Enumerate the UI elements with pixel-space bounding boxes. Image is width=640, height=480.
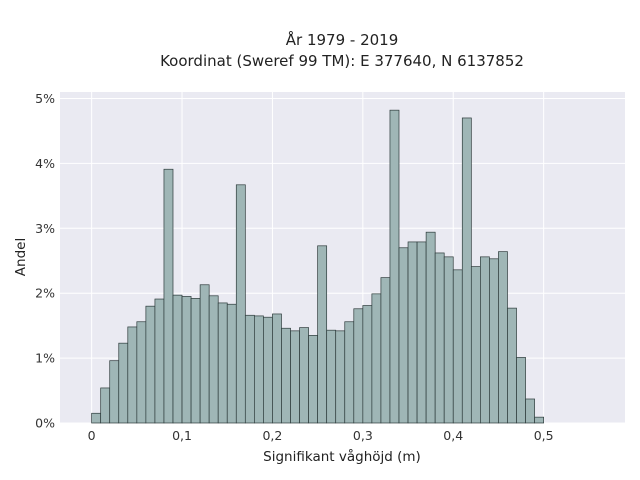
histogram-bar	[154, 298, 165, 424]
histogram-bar	[244, 314, 255, 424]
histogram-bar	[507, 307, 517, 424]
histogram-bar	[208, 295, 219, 424]
histogram-bar	[389, 109, 400, 424]
chart-title-line1: År 1979 - 2019	[286, 30, 399, 49]
y-tick-label: 3%	[35, 221, 55, 236]
x-tick-label: 0,2	[262, 428, 282, 443]
histogram-bar	[91, 412, 102, 424]
y-tick-label: 1%	[35, 351, 55, 366]
histogram-bar	[353, 308, 364, 424]
x-tick-label: 0,1	[172, 428, 192, 443]
histogram-bar	[516, 357, 526, 424]
histogram-bar	[235, 184, 246, 424]
histogram-bar	[226, 303, 237, 424]
histogram-bar	[470, 266, 481, 424]
histogram-bar	[217, 302, 228, 424]
histogram-bar	[199, 284, 210, 424]
histogram-bar	[371, 293, 382, 424]
histogram-bar	[172, 294, 183, 424]
histogram-bar	[100, 387, 111, 424]
histogram-bar	[461, 117, 472, 424]
x-tick-label: 0,5	[534, 428, 554, 443]
y-axis-ticks: 0% 1% 2% 3% 4% 5%	[35, 91, 55, 431]
histogram-bar	[398, 247, 409, 424]
histogram-bar	[181, 296, 192, 424]
histogram-bar	[190, 298, 201, 424]
histogram-bar	[118, 342, 129, 424]
histogram-bar	[127, 326, 138, 424]
histogram-bar	[489, 258, 499, 424]
histogram-bar	[335, 330, 346, 424]
histogram-bar	[525, 398, 535, 424]
y-tick-label: 2%	[35, 286, 55, 301]
histogram-bar	[263, 316, 273, 424]
histogram-bar	[380, 277, 391, 424]
x-axis-ticks: 0 0,1 0,2 0,3 0,4 0,5	[88, 428, 554, 443]
histogram-bar	[498, 251, 508, 424]
histogram-bar	[344, 321, 355, 424]
chart-title-line2: Koordinat (Sweref 99 TM): E 377640, N 61…	[160, 52, 524, 70]
histogram-bar	[299, 327, 309, 424]
x-tick-label: 0,4	[443, 428, 463, 443]
histogram-bar	[272, 313, 282, 424]
histogram-bar	[145, 305, 156, 424]
histogram-bar	[317, 245, 328, 424]
histogram-bar	[434, 252, 445, 424]
histogram-bar	[254, 315, 264, 424]
x-tick-label: 0,3	[353, 428, 373, 443]
histogram-bar	[163, 168, 174, 424]
histogram-bar	[362, 305, 373, 424]
histogram-bar	[136, 321, 147, 424]
histogram-bar	[326, 329, 337, 424]
y-tick-label: 0%	[35, 416, 55, 431]
histogram-bar	[443, 256, 454, 424]
histogram-bar	[290, 330, 300, 424]
y-tick-label: 5%	[35, 91, 55, 106]
x-axis-label: Signifikant våghöjd (m)	[263, 448, 421, 465]
histogram-bar	[416, 241, 427, 424]
histogram-bar	[407, 241, 418, 424]
y-axis-label: Andel	[13, 238, 29, 276]
histogram-bar	[109, 360, 120, 424]
y-tick-label: 4%	[35, 156, 55, 171]
histogram-bar	[425, 231, 436, 424]
histogram-bar	[534, 416, 544, 424]
histogram-bars	[91, 109, 544, 424]
histogram-bar	[452, 269, 463, 424]
histogram-bar	[281, 327, 291, 424]
histogram-bar	[480, 256, 490, 424]
histogram-bar	[308, 335, 318, 424]
x-tick-label: 0	[88, 428, 96, 443]
